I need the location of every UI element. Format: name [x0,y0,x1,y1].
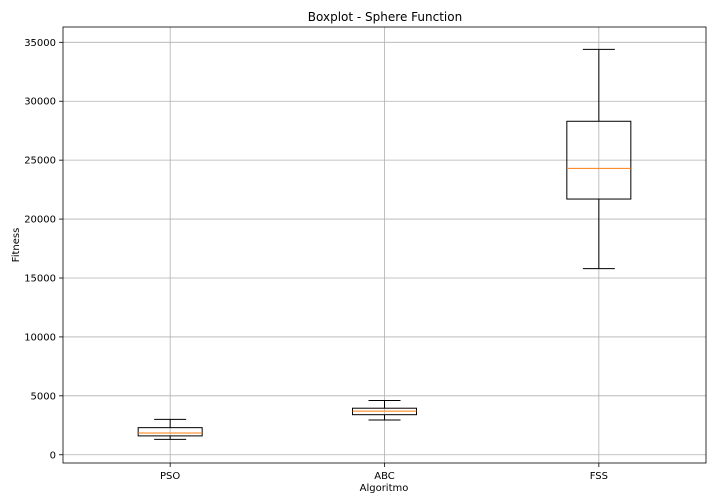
x-tick-label: ABC [374,471,395,482]
y-tick-label: 0 [50,450,56,461]
y-tick-label: 25000 [24,156,56,167]
x-tick-label: PSO [160,471,180,482]
tick-layer: 0 5000 10000 15000 20000 25000 30000 35000 PSO AB… [24,38,608,482]
y-tick-label: 35000 [24,38,56,49]
box-group-pso [137,418,203,440]
y-axis-label: Fitness [11,228,22,263]
box-group-fss [566,48,632,270]
chart-title: Boxplot - Sphere Function [308,10,462,24]
y-tick-label: 10000 [24,332,56,343]
x-axis-label: Algoritmo [360,483,409,494]
box-group-abc [352,400,417,421]
y-tick-label: 5000 [31,391,56,402]
y-tick-label: 30000 [24,97,56,108]
iqr-box [566,120,632,200]
y-tick-label: 15000 [24,273,56,284]
grid-layer [63,27,706,463]
x-tick-label: FSS [590,471,608,482]
box-layer [137,48,632,440]
y-tick-label: 20000 [24,215,56,226]
iqr-box [137,427,203,437]
